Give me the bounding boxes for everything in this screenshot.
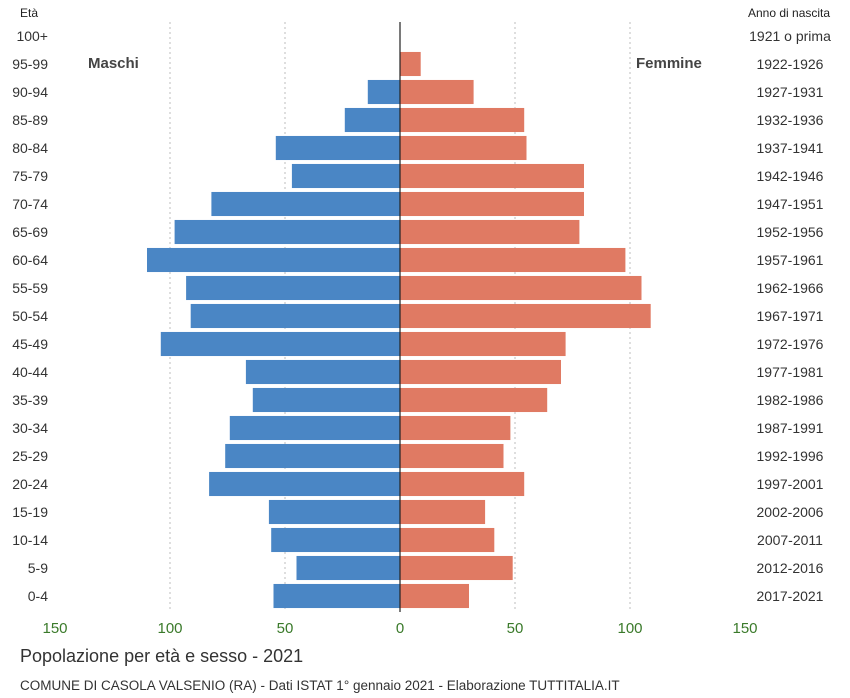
female-bar — [400, 331, 566, 357]
male-bar — [268, 499, 400, 525]
x-tick-label: 150 — [42, 620, 67, 637]
male-bar — [209, 471, 400, 497]
age-tick-label: 0-4 — [28, 588, 48, 604]
age-tick-label: 70-74 — [12, 196, 48, 212]
female-bar — [400, 471, 525, 497]
female-bar — [400, 499, 486, 525]
female-bar — [400, 583, 469, 609]
male-bar — [174, 219, 400, 245]
birth-year-tick-label: 1947-1951 — [757, 196, 824, 212]
female-bar — [400, 387, 548, 413]
male-bar — [186, 275, 400, 301]
age-tick-label: 5-9 — [28, 560, 48, 576]
age-tick-label: 65-69 — [12, 224, 48, 240]
female-bar — [400, 555, 513, 581]
male-bar — [273, 583, 400, 609]
chart-footer: COMUNE DI CASOLA VALSENIO (RA) - Dati IS… — [20, 678, 620, 693]
female-bar — [400, 163, 584, 189]
male-bar — [291, 163, 400, 189]
male-bar — [211, 191, 400, 217]
age-tick-label: 95-99 — [12, 56, 48, 72]
female-bar — [400, 443, 504, 469]
age-tick-label: 10-14 — [12, 532, 48, 548]
age-tick-label: 80-84 — [12, 140, 48, 156]
female-bar — [400, 303, 651, 329]
x-tick-label: 100 — [617, 620, 642, 637]
birth-year-tick-label: 1987-1991 — [757, 420, 824, 436]
age-tick-label: 60-64 — [12, 252, 48, 268]
birth-year-tick-label: 1922-1926 — [757, 56, 824, 72]
male-bar — [275, 135, 400, 161]
male-bar — [229, 415, 400, 441]
x-tick-label: 50 — [277, 620, 294, 637]
birth-year-tick-label: 2012-2016 — [757, 560, 824, 576]
female-bar — [400, 275, 642, 301]
legend-male-label: Maschi — [88, 55, 139, 72]
birth-year-tick-label: 1972-1976 — [757, 336, 824, 352]
male-bar — [225, 443, 400, 469]
female-bar — [400, 191, 584, 217]
age-tick-label: 75-79 — [12, 168, 48, 184]
x-tick-label: 100 — [157, 620, 182, 637]
male-bar — [147, 247, 400, 273]
female-bar — [400, 107, 525, 133]
birth-year-tick-label: 1977-1981 — [757, 364, 824, 380]
age-tick-label: 35-39 — [12, 392, 48, 408]
age-tick-label: 15-19 — [12, 504, 48, 520]
birth-year-tick-label: 1967-1971 — [757, 308, 824, 324]
birth-year-tick-label: 2017-2021 — [757, 588, 824, 604]
male-bar — [271, 527, 400, 553]
male-bar — [190, 303, 400, 329]
birth-year-tick-label: 1952-1956 — [757, 224, 824, 240]
birth-year-tick-label: 1957-1961 — [757, 252, 824, 268]
age-tick-label: 25-29 — [12, 448, 48, 464]
female-bar — [400, 79, 474, 105]
x-tick-label: 50 — [507, 620, 524, 637]
x-tick-label: 150 — [732, 620, 757, 637]
age-tick-label: 90-94 — [12, 84, 48, 100]
legend-female-label: Femmine — [636, 55, 702, 72]
male-bar — [245, 359, 400, 385]
birth-year-tick-label: 1932-1936 — [757, 112, 824, 128]
male-bar — [344, 107, 400, 133]
male-bar — [296, 555, 400, 581]
birth-year-tick-label: 1921 o prima — [749, 28, 831, 44]
female-bar — [400, 415, 511, 441]
female-bar — [400, 247, 626, 273]
x-tick-label: 0 — [396, 620, 404, 637]
female-bar — [400, 51, 421, 77]
female-bar — [400, 359, 561, 385]
birth-year-tick-label: 1997-2001 — [757, 476, 824, 492]
birth-year-tick-label: 1937-1941 — [757, 140, 824, 156]
male-bar — [252, 387, 400, 413]
age-axis-header: Età — [20, 6, 38, 20]
population-pyramid-chart: 100+ 1921 o prima 95-99 1922-1926 90-94 1927-… — [12, 6, 831, 637]
birth-year-tick-label: 1982-1986 — [757, 392, 824, 408]
birth-year-tick-label: 1927-1931 — [757, 84, 824, 100]
birth-year-tick-label: 2007-2011 — [757, 532, 823, 548]
birth-year-tick-label: 2002-2006 — [757, 504, 824, 520]
age-tick-label: 85-89 — [12, 112, 48, 128]
birth-year-tick-label: 1992-1996 — [757, 448, 824, 464]
birth-year-tick-label: 1962-1966 — [757, 280, 824, 296]
age-tick-label: 30-34 — [12, 420, 48, 436]
age-tick-label: 20-24 — [12, 476, 48, 492]
age-tick-label: 50-54 — [12, 308, 48, 324]
female-bar — [400, 219, 580, 245]
age-tick-label: 40-44 — [12, 364, 48, 380]
age-tick-label: 100+ — [16, 28, 48, 44]
birth-year-axis-header: Anno di nascita — [748, 6, 830, 20]
female-bar — [400, 527, 495, 553]
age-tick-label: 55-59 — [12, 280, 48, 296]
male-bar — [367, 79, 400, 105]
chart-title: Popolazione per età e sesso - 2021 — [20, 646, 304, 666]
female-bar — [400, 135, 527, 161]
birth-year-tick-label: 1942-1946 — [757, 168, 824, 184]
male-bar — [160, 331, 400, 357]
age-tick-label: 45-49 — [12, 336, 48, 352]
